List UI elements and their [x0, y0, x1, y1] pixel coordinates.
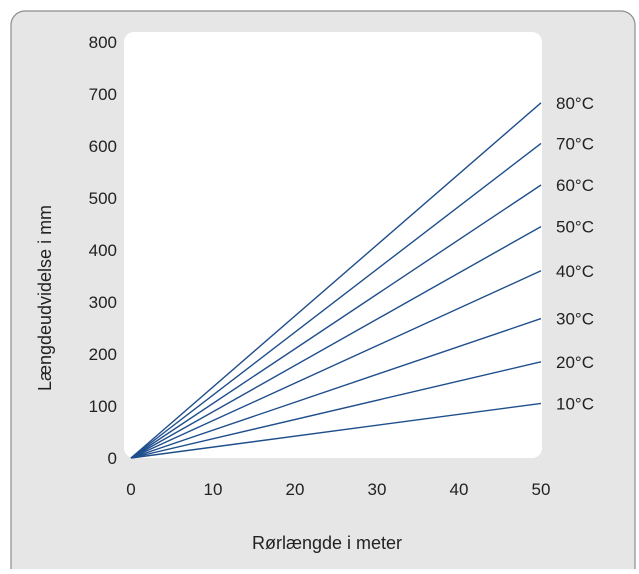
series-label: 70°C	[556, 134, 594, 153]
y-tick-label: 0	[108, 449, 117, 468]
series-line	[130, 317, 542, 459]
series-line	[130, 402, 542, 459]
series-label: 10°C	[556, 394, 594, 413]
x-axis-title: Rørlængde i meter	[252, 533, 402, 553]
series-lines	[130, 102, 542, 459]
plot-area	[124, 32, 542, 458]
y-tick-label: 400	[89, 241, 117, 260]
series-label: 50°C	[556, 218, 594, 237]
x-tick-label: 40	[450, 480, 469, 499]
y-axis-ticks: 0 100 200 300 400 500 600 700 800	[89, 33, 117, 468]
y-tick-label: 300	[89, 293, 117, 312]
series-label: 80°C	[556, 94, 594, 113]
y-tick-label: 700	[89, 85, 117, 104]
series-line	[130, 102, 542, 459]
series-label: 40°C	[556, 262, 594, 281]
series-label: 30°C	[556, 310, 594, 329]
series-line	[130, 270, 542, 459]
x-tick-label: 10	[204, 480, 223, 499]
series-label: 60°C	[556, 176, 594, 195]
y-tick-label: 600	[89, 137, 117, 156]
x-tick-label: 50	[532, 480, 551, 499]
y-tick-label: 500	[89, 189, 117, 208]
x-axis-ticks: 0 10 20 30 40 50	[126, 480, 550, 499]
x-tick-label: 20	[286, 480, 305, 499]
series-line	[130, 184, 542, 459]
y-tick-label: 200	[89, 345, 117, 364]
y-tick-label: 100	[89, 397, 117, 416]
x-tick-label: 0	[126, 480, 135, 499]
y-tick-label: 800	[89, 33, 117, 52]
y-axis-title: Længdeudvidelse i mm	[35, 205, 55, 391]
x-tick-label: 30	[368, 480, 387, 499]
series-labels: 10°C 20°C 30°C 40°C 50°C 60°C 70°C 80°C	[556, 94, 594, 414]
series-line	[130, 225, 542, 459]
series-line	[130, 361, 542, 459]
series-line	[130, 142, 542, 459]
series-label: 20°C	[556, 353, 594, 372]
